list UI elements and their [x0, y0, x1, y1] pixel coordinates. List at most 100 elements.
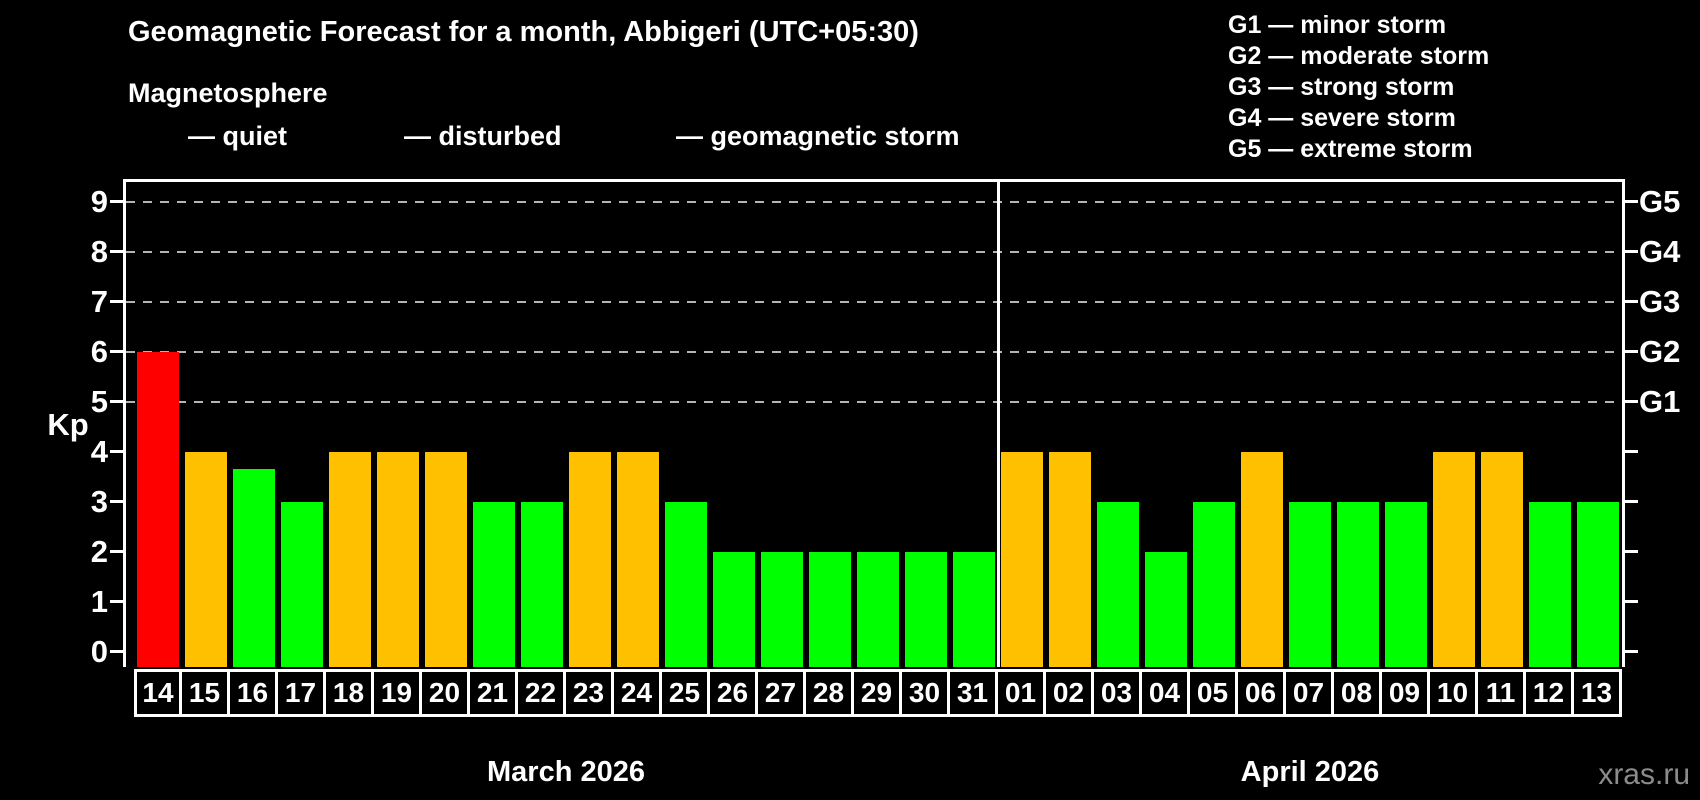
day-cell: 23: [566, 669, 614, 717]
kp-bar: [1385, 502, 1427, 667]
day-cell: 10: [1430, 669, 1478, 717]
day-slot: [278, 182, 326, 667]
y-tick-label: 2: [90, 534, 108, 569]
day-slot: [1382, 182, 1430, 667]
month-label-march: March 2026: [487, 756, 645, 788]
kp-bar: [137, 352, 179, 667]
kp-bar: [569, 452, 611, 667]
day-slot: [614, 182, 662, 667]
day-cell: 15: [182, 669, 230, 717]
y-axis-tick: [110, 600, 123, 603]
gridline-kp6: [126, 351, 1622, 353]
day-slot: [998, 182, 1046, 667]
y-tick-label: 5: [90, 384, 108, 419]
g-axis-tick: [1625, 300, 1638, 303]
day-cell: 12: [1526, 669, 1574, 717]
watermark: xras.ru: [1598, 758, 1690, 791]
day-cell: 09: [1382, 669, 1430, 717]
day-slot: [134, 182, 182, 667]
day-cell: 01: [998, 669, 1046, 717]
g-tick-label: G1: [1639, 384, 1681, 419]
kp-bar: [1481, 452, 1523, 667]
day-slot: [422, 182, 470, 667]
g-legend-line-1: G1 — minor storm: [1228, 11, 1447, 39]
kp-bar: [473, 502, 515, 667]
day-slot: [710, 182, 758, 667]
day-slot: [1430, 182, 1478, 667]
g-tick-label: G4: [1639, 234, 1681, 269]
gridline-kp8: [126, 251, 1622, 253]
gridline-kp7: [126, 301, 1622, 303]
day-slot: [806, 182, 854, 667]
bar-series: [134, 182, 1622, 667]
day-cell: 07: [1286, 669, 1334, 717]
y-axis-label: Kp: [47, 407, 89, 442]
page-title: Geomagnetic Forecast for a month, Abbige…: [128, 16, 919, 48]
y-tick-label: 4: [90, 434, 108, 469]
kp-bar: [1289, 502, 1331, 667]
kp-bar: [1193, 502, 1235, 667]
day-cell: 30: [902, 669, 950, 717]
g-axis-tick: [1625, 250, 1638, 253]
y-axis-tick: [110, 300, 123, 303]
day-slot: [1238, 182, 1286, 667]
gridline-kp5: [126, 401, 1622, 403]
g-legend-line-4: G4 — severe storm: [1228, 104, 1456, 132]
day-slot: [1142, 182, 1190, 667]
day-slot: [1286, 182, 1334, 667]
kp-bar: [617, 452, 659, 667]
y-axis-tick: [110, 200, 123, 203]
day-cell: 24: [614, 669, 662, 717]
day-slot: [566, 182, 614, 667]
kp-bar: [1097, 502, 1139, 667]
day-slot: [1046, 182, 1094, 667]
y-tick-label: 7: [90, 284, 108, 319]
day-cell: 04: [1142, 669, 1190, 717]
g-axis-tick: [1625, 450, 1638, 453]
day-slot: [662, 182, 710, 667]
day-cell: 26: [710, 669, 758, 717]
day-slot: [374, 182, 422, 667]
kp-bar: [1145, 552, 1187, 667]
kp-bar: [953, 552, 995, 667]
kp-bar: [809, 552, 851, 667]
g-axis-tick: [1625, 650, 1638, 653]
day-cell: 02: [1046, 669, 1094, 717]
day-slot: [326, 182, 374, 667]
disturbed-color-swatch: [344, 116, 388, 156]
g-legend-line-2: G2 — moderate storm: [1228, 42, 1490, 70]
y-axis-tick: [110, 550, 123, 553]
kp-bar: [521, 502, 563, 667]
day-cell: 11: [1478, 669, 1526, 717]
kp-bar: [425, 452, 467, 667]
day-slot: [1526, 182, 1574, 667]
day-slot: [1094, 182, 1142, 667]
day-cell: 25: [662, 669, 710, 717]
day-cell: 28: [806, 669, 854, 717]
y-tick-label: 1: [90, 584, 108, 619]
day-cell: 05: [1190, 669, 1238, 717]
kp-bar: [1433, 452, 1475, 667]
kp-bar: [1049, 452, 1091, 667]
day-cell: 31: [950, 669, 998, 717]
day-slot: [518, 182, 566, 667]
g-axis-tick: [1625, 350, 1638, 353]
y-axis-tick: [110, 250, 123, 253]
legend-item-storm: — geomagnetic storm: [616, 116, 960, 156]
day-cell: 18: [326, 669, 374, 717]
kp-bar: [857, 552, 899, 667]
day-slot: [230, 182, 278, 667]
kp-bar: [329, 452, 371, 667]
day-slot: [902, 182, 950, 667]
y-axis-tick: [110, 350, 123, 353]
kp-bar: [1337, 502, 1379, 667]
g-tick-label: G2: [1639, 334, 1681, 369]
day-cell: 27: [758, 669, 806, 717]
g-axis-tick: [1625, 600, 1638, 603]
quiet-color-swatch: [128, 116, 172, 156]
y-tick-label: 6: [90, 334, 108, 369]
kp-bar: [713, 552, 755, 667]
day-cell: 19: [374, 669, 422, 717]
g-tick-label: G5: [1639, 184, 1681, 219]
y-tick-label: 0: [90, 634, 108, 669]
